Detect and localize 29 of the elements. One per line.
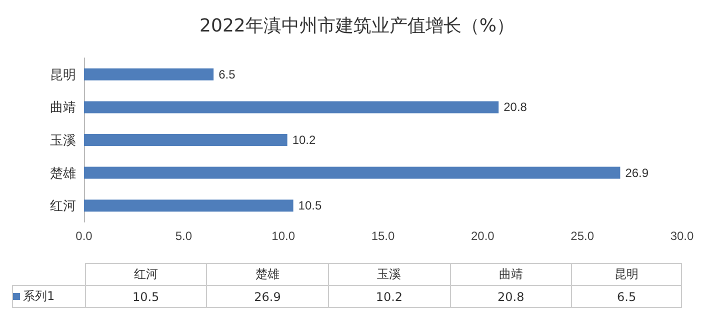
category-label: 曲靖 bbox=[450, 264, 572, 286]
y-tick-label: 楚雄 bbox=[50, 165, 76, 180]
legend-label: 系列1 bbox=[12, 286, 85, 308]
data-label: 6.5 bbox=[572, 286, 682, 308]
x-tick-label: 25.0 bbox=[570, 229, 594, 243]
data-label: 20.8 bbox=[504, 100, 528, 114]
x-tick-label: 0.0 bbox=[76, 229, 93, 243]
data-label: 26.9 bbox=[625, 166, 649, 180]
data-label: 10.5 bbox=[298, 198, 322, 213]
category-label: 玉溪 bbox=[328, 264, 450, 286]
x-tick-label: 5.0 bbox=[175, 229, 192, 243]
y-tick-label: 曲靖 bbox=[50, 100, 76, 115]
y-tick-label: 红河 bbox=[50, 198, 76, 214]
data-label: 6.5 bbox=[218, 67, 236, 82]
x-tick-label: 15.0 bbox=[371, 229, 395, 243]
x-tick-label: 10.0 bbox=[272, 229, 296, 243]
y-tick-label: 昆明 bbox=[50, 66, 76, 82]
data-label: 10.2 bbox=[328, 286, 450, 308]
x-tick-label: 30.0 bbox=[670, 229, 694, 243]
category-label: 红河 bbox=[85, 264, 207, 286]
category-label: 昆明 bbox=[572, 264, 682, 286]
category-label: 楚雄 bbox=[206, 264, 328, 286]
data-label: 26.9 bbox=[206, 286, 328, 308]
chart-title: 2022年滇中州市建筑业产值增长（%） bbox=[200, 16, 514, 36]
y-tick-label: 玉溪 bbox=[50, 132, 76, 148]
data-label: 20.8 bbox=[450, 286, 572, 308]
data-label: 10.5 bbox=[85, 286, 207, 308]
x-tick-label: 20.0 bbox=[470, 229, 495, 243]
data-label: 10.2 bbox=[292, 133, 316, 147]
